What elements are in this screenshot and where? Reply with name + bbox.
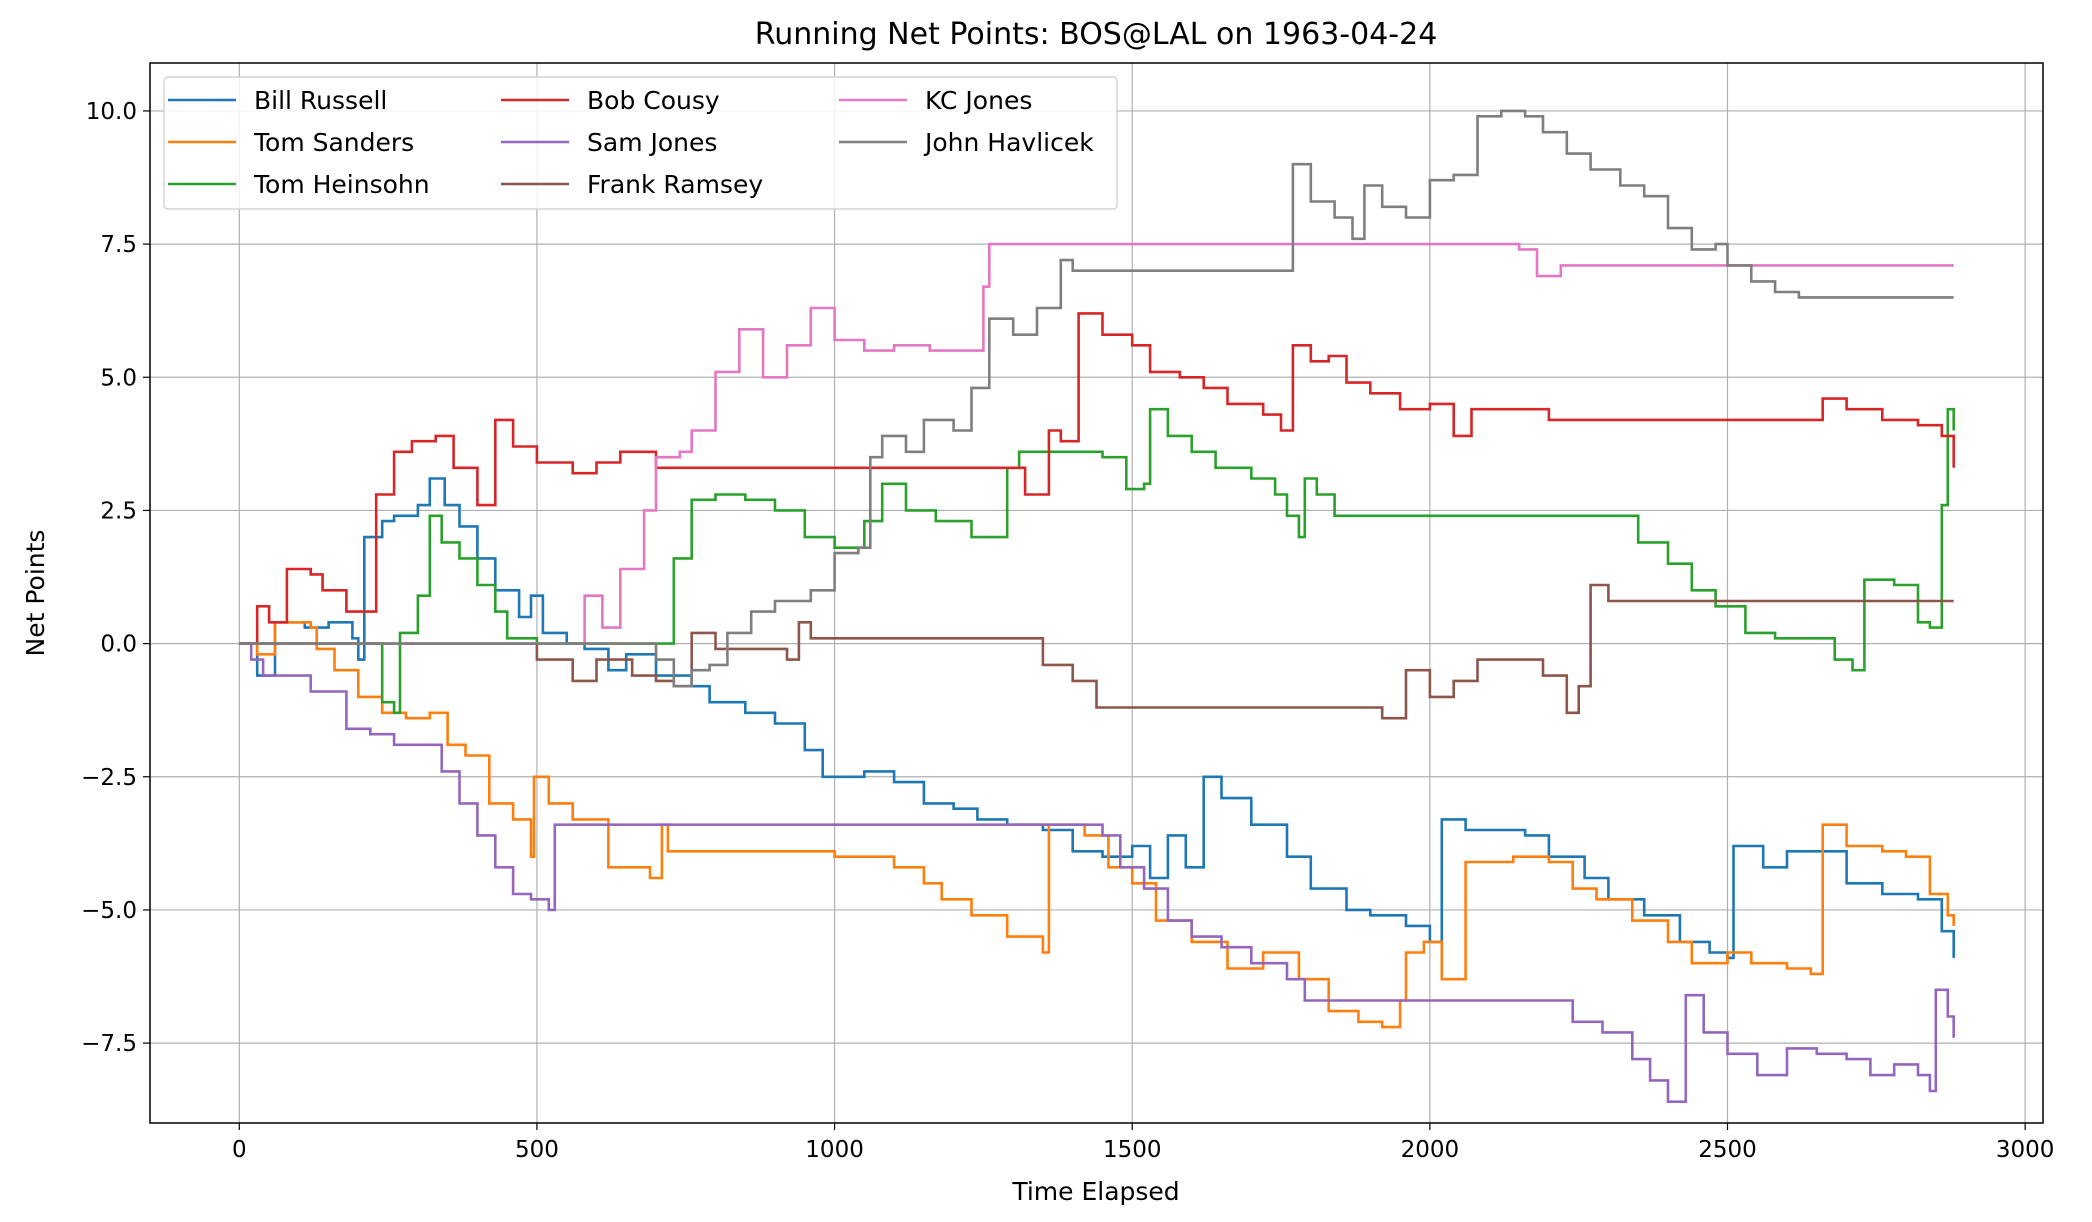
x-axis-ticks: 0 500 1000 1500 2000 2500 3000: [232, 1123, 2054, 1163]
x-axis-title: Time Elapsed: [1011, 1177, 1179, 1206]
series-line-kc-jones: [572, 242, 1954, 645]
x-tick-label: 500: [515, 1137, 559, 1163]
legend-label: Tom Heinsohn: [253, 170, 430, 199]
x-tick-label: 2500: [1698, 1137, 1757, 1163]
x-tick-label: 2000: [1401, 1137, 1460, 1163]
y-axis-title: Net Points: [21, 530, 50, 657]
series-line-frank-ramsey: [239, 583, 1954, 720]
legend-label: Sam Jones: [587, 128, 717, 157]
chart-title: Running Net Points: BOS@LAL on 1963-04-2…: [755, 17, 1438, 52]
legend-label: Bill Russell: [254, 86, 387, 115]
legend-label: Bob Cousy: [587, 86, 720, 115]
legend-label: KC Jones: [925, 86, 1032, 115]
series-line-john-havlicek: [239, 109, 1954, 688]
y-axis-ticks: −7.5 −5.0 −2.5 0.0 2.5 5.0 7.5 10.0: [81, 99, 150, 1057]
legend-label: Frank Ramsey: [587, 170, 763, 199]
y-tick-label: −7.5: [81, 1031, 137, 1057]
legend-label: John Havlicek: [923, 128, 1094, 157]
y-tick-label: −2.5: [81, 765, 137, 791]
series-line-bob-cousy: [239, 312, 1955, 645]
series-lines: [239, 109, 1955, 1103]
series-line-tom-heinsohn: [239, 407, 1955, 715]
y-tick-label: 7.5: [100, 232, 137, 258]
y-tick-label: 5.0: [100, 365, 137, 391]
series-line-sam-jones: [239, 642, 1955, 1103]
y-tick-label: −5.0: [81, 898, 137, 924]
x-tick-label: 0: [232, 1137, 247, 1163]
y-tick-label: 10.0: [86, 99, 137, 125]
x-tick-label: 1500: [1103, 1137, 1162, 1163]
x-tick-label: 1000: [805, 1137, 864, 1163]
legend: Bill Russell Tom Sanders Tom Heinsohn Bob C…: [163, 76, 1118, 210]
x-tick-label: 3000: [1996, 1137, 2055, 1163]
y-tick-label: 0.0: [100, 632, 137, 658]
legend-label: Tom Sanders: [253, 128, 414, 157]
series-line-tom-sanders: [239, 621, 1955, 1029]
legend-box: [163, 76, 1118, 210]
y-tick-label: 2.5: [100, 498, 137, 524]
plot-frame: [149, 62, 2044, 1124]
